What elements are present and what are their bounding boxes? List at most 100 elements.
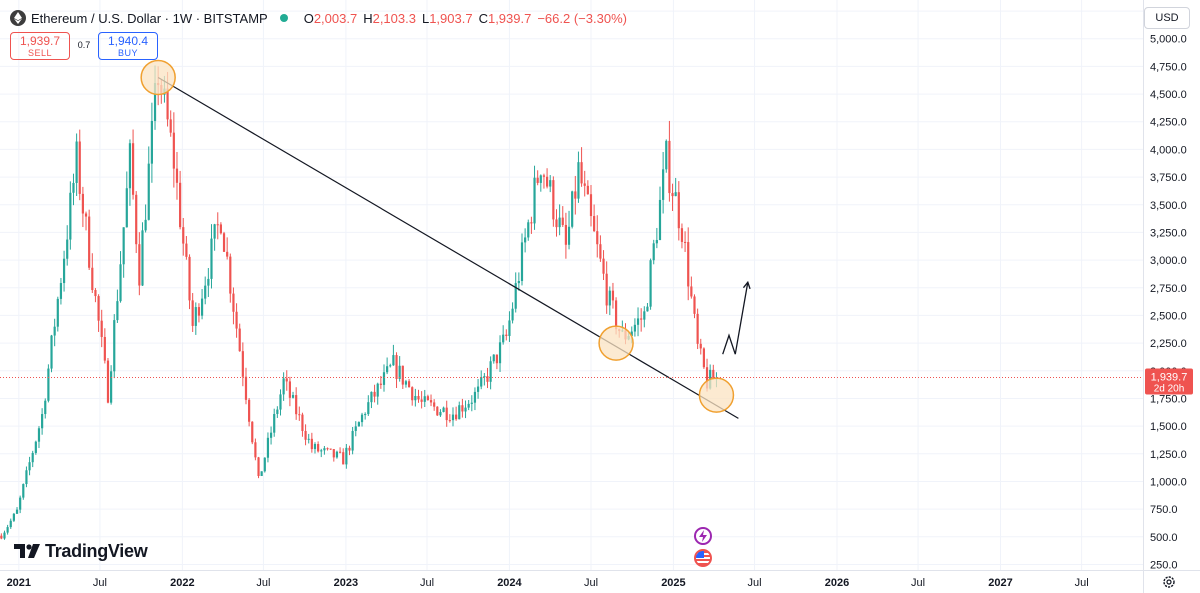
candle-countdown: 2d 20h — [1154, 383, 1185, 394]
candle-body — [495, 354, 498, 364]
candle-body — [3, 532, 6, 539]
price-tick-label: 4,500.0 — [1150, 89, 1187, 101]
candle-body — [489, 361, 492, 382]
price-axis[interactable]: 250.0 500.0 750.0 1,000.0 1,250.0 1,500.0 1,75… — [1143, 0, 1194, 593]
price-tick-label: 3,250.0 — [1150, 227, 1187, 239]
candle-body — [652, 243, 655, 261]
candle-body — [335, 451, 339, 458]
candle-body — [285, 378, 288, 382]
candle-body — [552, 180, 555, 220]
candle-body — [373, 391, 376, 397]
candle-body — [702, 348, 705, 368]
candle-body — [564, 224, 567, 245]
time-tick-label: Jul — [911, 577, 925, 589]
candle-body — [122, 227, 125, 265]
candle-body — [461, 405, 464, 412]
candle-body — [84, 213, 88, 217]
market-status-dot[interactable] — [279, 14, 288, 22]
currency-selector[interactable]: USD — [1144, 7, 1190, 29]
candle-body — [235, 311, 238, 329]
candle-body — [219, 224, 222, 234]
candle-body — [392, 355, 395, 366]
candle-body — [643, 311, 646, 320]
candle-body — [191, 300, 194, 326]
candle-body — [668, 140, 671, 194]
candle-body — [169, 119, 172, 133]
candle-body — [276, 409, 279, 414]
time-tick-label: 2026 — [825, 577, 849, 589]
candle-body — [88, 216, 91, 268]
candle-body — [200, 298, 204, 316]
candle-body — [596, 231, 599, 245]
tradingview-logo[interactable]: TradingView — [14, 540, 148, 562]
candle-body — [599, 244, 602, 259]
candle-body — [558, 217, 561, 228]
candle-body — [141, 230, 144, 286]
candle-body — [364, 414, 367, 416]
time-tick-label: 2027 — [988, 577, 1012, 589]
price-tick-label: 1,500.0 — [1150, 421, 1187, 433]
time-tick-label: Jul — [420, 577, 434, 589]
candle-body — [338, 451, 342, 453]
candle-body — [677, 192, 680, 229]
tradingview-logo-text: TradingView — [45, 540, 148, 561]
candle-body — [549, 180, 552, 187]
symbol-title[interactable]: Ethereum / U.S. Dollar · 1W · BITSTAMP — [31, 10, 268, 26]
candle-body — [511, 308, 514, 321]
candle-body — [345, 447, 348, 465]
sell-button[interactable]: 1,939.7 SELL — [10, 32, 70, 60]
candle-body — [683, 241, 687, 243]
price-tick-label: 4,750.0 — [1150, 61, 1187, 73]
lightning-icon[interactable] — [694, 527, 712, 545]
legend-header: Ethereum / U.S. Dollar · 1W · BITSTAMP O… — [10, 8, 627, 28]
candle-body — [257, 457, 260, 476]
buy-button[interactable]: 1,940.4 BUY — [98, 32, 158, 60]
candle-body — [307, 438, 310, 440]
us-flag-icon[interactable] — [694, 549, 712, 567]
tradingview-logo-icon — [14, 544, 40, 558]
candle-body — [633, 324, 636, 332]
candle-body — [41, 414, 44, 429]
candle-body — [197, 307, 201, 316]
candle-body — [254, 442, 257, 458]
time-tick-label: 2024 — [497, 577, 522, 589]
candle-body — [25, 470, 28, 485]
time-tick-label: Jul — [256, 577, 270, 589]
candle-body — [420, 399, 423, 402]
candle-body — [455, 414, 458, 420]
candle-body — [47, 368, 50, 401]
candle-body — [571, 191, 574, 227]
candle-body — [411, 387, 414, 401]
candle-body — [323, 448, 326, 451]
candle-body — [37, 428, 41, 442]
time-tick-label: Jul — [748, 577, 762, 589]
candle-body — [636, 318, 640, 325]
candle-body — [567, 226, 571, 245]
candle-body — [445, 407, 448, 421]
price-tick-label: 500.0 — [1150, 532, 1178, 544]
candle-body — [467, 403, 470, 408]
time-axis[interactable]: 2021 Jul 2022 Jul 2023 Jul 2024 Jul 2025 Jul 2026 J… — [0, 570, 1200, 590]
candle-body — [486, 376, 489, 382]
candle-body — [429, 400, 433, 403]
trendline — [157, 76, 739, 419]
candle-body — [398, 365, 401, 379]
candle-body — [426, 396, 429, 401]
candle-body — [674, 192, 677, 197]
candle-body — [505, 334, 508, 336]
candle-body — [527, 222, 530, 238]
candle-body — [332, 449, 335, 458]
candle-body — [15, 509, 19, 514]
settings-button[interactable] — [1160, 573, 1178, 591]
candle-body — [6, 527, 9, 533]
candle-body — [589, 194, 593, 217]
candle-body — [75, 141, 78, 183]
candle-body — [605, 273, 608, 306]
candle-body — [536, 177, 539, 183]
highlight-circle — [598, 325, 634, 361]
candle-body — [301, 414, 304, 431]
candle-body — [649, 260, 652, 307]
price-tick-label: 3,500.0 — [1150, 200, 1187, 212]
candle-body — [370, 391, 373, 403]
